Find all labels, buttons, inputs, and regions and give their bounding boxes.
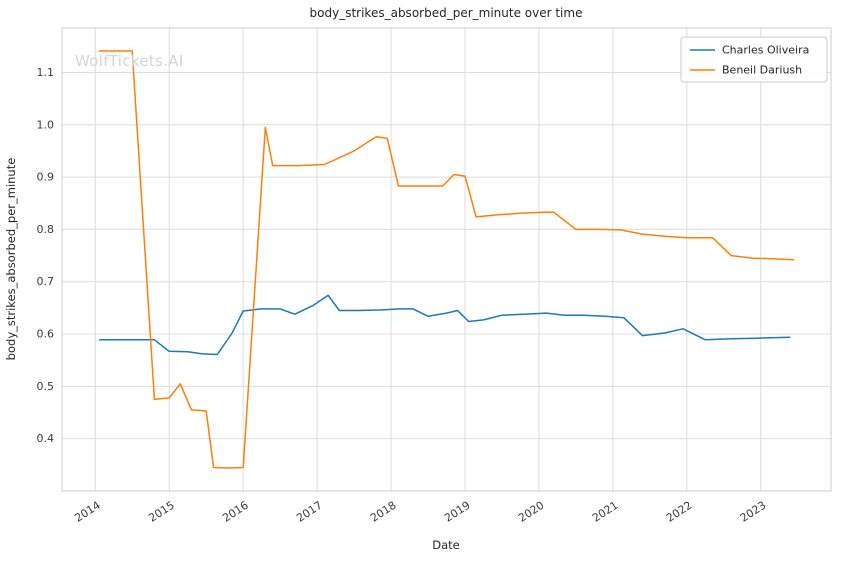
x-tick-label: 2019 bbox=[442, 499, 473, 525]
x-tick-label: 2021 bbox=[590, 499, 621, 525]
x-tick-label: 2023 bbox=[738, 499, 769, 525]
plot-border-rect bbox=[61, 27, 832, 492]
x-axis-label: Date bbox=[432, 538, 460, 552]
x-tick-label: 2015 bbox=[146, 499, 177, 525]
axis-ticks: 0.4 0.5 0.6 0.7 0.8 0.9 1.0 1.1 2014 2015 2016 2017… bbox=[37, 66, 769, 525]
x-tick-label: 2016 bbox=[220, 499, 251, 525]
x-tick-label: 2018 bbox=[368, 499, 399, 525]
gridlines bbox=[62, 28, 831, 491]
legend-label: Charles Oliveira bbox=[722, 44, 809, 57]
x-tick-label: 2014 bbox=[72, 499, 103, 525]
y-tick-label: 1.1 bbox=[37, 66, 55, 79]
y-tick-label: 0.4 bbox=[37, 432, 55, 445]
y-tick-label: 0.7 bbox=[37, 275, 55, 288]
plot-border bbox=[61, 27, 832, 492]
y-tick-label: 0.5 bbox=[37, 380, 55, 393]
data-series bbox=[99, 50, 795, 469]
y-tick-label: 0.8 bbox=[37, 223, 55, 236]
legend-label: Beneil Dariush bbox=[722, 64, 802, 77]
x-tick-label: 2020 bbox=[516, 499, 547, 525]
x-tick-label: 2022 bbox=[664, 499, 695, 525]
y-tick-label: 1.0 bbox=[37, 118, 55, 131]
chart-title: body_strikes_absorbed_per_minute over ti… bbox=[310, 6, 583, 20]
y-tick-label: 0.6 bbox=[37, 328, 55, 341]
legend: Charles Oliveira Beneil Dariush bbox=[680, 36, 828, 83]
y-tick-label: 0.9 bbox=[37, 171, 55, 184]
y-axis-label: body_strikes_absorbed_per_minute bbox=[4, 158, 18, 361]
x-tick-label: 2017 bbox=[294, 499, 325, 525]
watermark: WolfTickets.AI bbox=[75, 52, 183, 70]
legend-box bbox=[680, 36, 828, 83]
series-line-1 bbox=[99, 50, 795, 469]
series-line-0 bbox=[99, 294, 791, 356]
